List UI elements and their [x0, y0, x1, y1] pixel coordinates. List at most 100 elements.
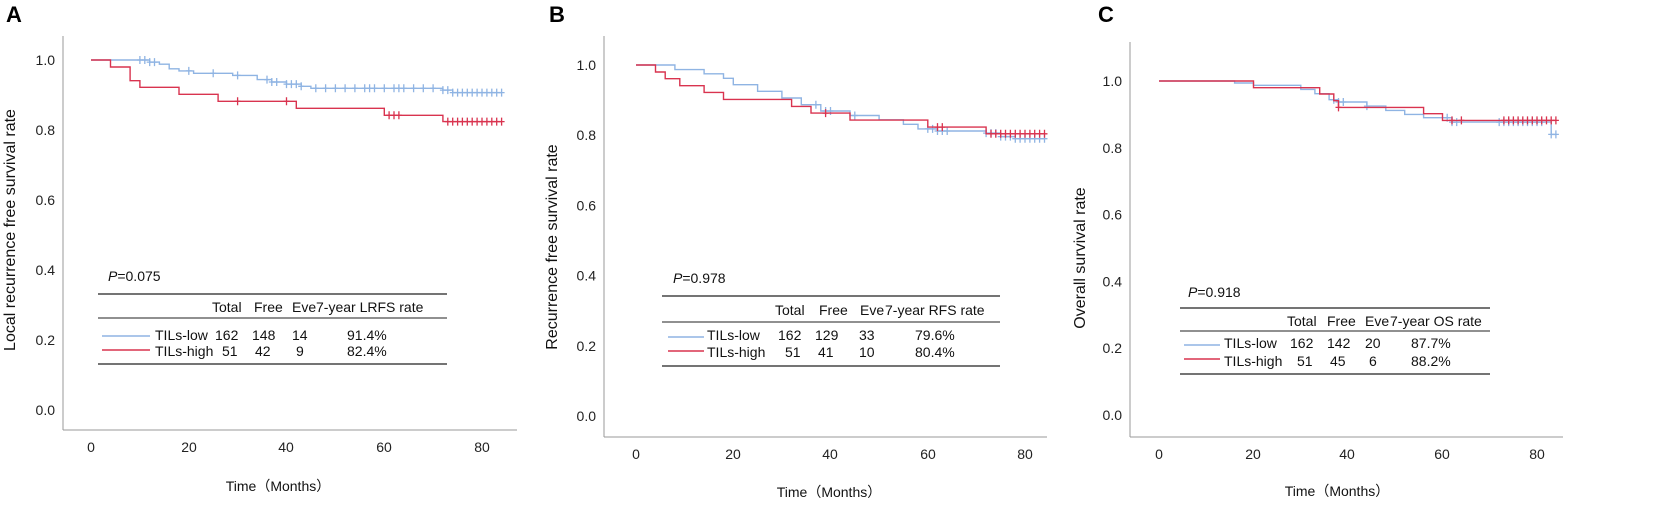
legend-header-rate-b: 7-year RFS rate [885, 302, 985, 318]
x-tick-label: 20 [1245, 446, 1261, 462]
censor-mark-tils-high [498, 117, 505, 126]
legend-free-high-c: 45 [1330, 353, 1346, 369]
legend-header-eve-b: Eve [860, 302, 884, 318]
legend-eve-high-c: 6 [1369, 353, 1377, 369]
censor-mark-tils-low [381, 84, 388, 93]
pvalue-symbol-b: P [673, 270, 683, 286]
censor-mark-tils-low [812, 100, 819, 109]
legend-label-high-b: TILs-high [707, 344, 765, 360]
censor-mark-tils-high [822, 109, 829, 118]
panel-label-c: C [1098, 2, 1114, 27]
panel-a: A 0.0 0.2 0.4 0.6 0.8 1.0 0 20 40 60 80 Local recu… [2, 2, 517, 494]
censor-mark-tils-low [210, 69, 217, 78]
legend-header-free-b: Free [819, 302, 848, 318]
y-tick-label: 0.0 [577, 408, 597, 424]
y-axis-label-b: Recurrence free survival rate [544, 144, 561, 350]
censor-mark-tils-low [298, 82, 305, 91]
legend-header-total-c: Total [1287, 313, 1317, 329]
y-tick-label: 0.2 [577, 338, 597, 354]
legend-rate-low-b: 79.6% [915, 327, 955, 343]
x-tick-label: 80 [1017, 446, 1033, 462]
x-tick-label: 0 [87, 439, 95, 455]
censor-mark-tils-low [332, 84, 339, 93]
censor-mark-tils-low [444, 86, 451, 95]
legend-label-high-a: TILs-high [155, 343, 213, 359]
censor-mark-tils-low [420, 84, 427, 93]
censor-mark-tils-low [1363, 102, 1370, 111]
censor-mark-tils-low [312, 84, 319, 93]
censor-mark-tils-low [342, 84, 349, 93]
x-tick-label: 60 [1434, 446, 1450, 462]
censor-mark-tils-low [273, 78, 280, 86]
y-tick-label: 0.0 [1103, 407, 1123, 423]
legend-header-eve-c: Eve [1365, 313, 1389, 329]
legend-eve-high-b: 10 [859, 344, 875, 360]
legend-header-total-a: Total [212, 299, 242, 315]
y-tick-label: 0.4 [36, 262, 56, 278]
panel-c: C 0.0 0.2 0.4 0.6 0.8 1.0 0 20 40 60 80 Overall su… [1072, 2, 1563, 499]
censor-mark-tils-low [929, 124, 936, 133]
censor-mark-tils-low [430, 84, 437, 93]
x-tick-label: 40 [822, 446, 838, 462]
y-tick-label: 0.4 [1103, 273, 1123, 289]
censor-mark-tils-low [371, 84, 378, 93]
y-tick-label: 1.0 [36, 52, 56, 68]
legend-header-total-b: Total [775, 302, 805, 318]
censor-mark-tils-low [185, 66, 192, 75]
y-tick-label: 0.6 [577, 197, 597, 213]
censor-mark-tils-low [1453, 118, 1460, 127]
y-tick-label: 1.0 [1103, 73, 1123, 89]
censor-mark-tils-low [322, 84, 329, 93]
y-axis-label-a: Local recurrence free survival rate [2, 109, 19, 351]
y-tick-label: 0.2 [36, 332, 56, 348]
legend-rate-high-a: 82.4% [347, 343, 387, 359]
axes-a: 0.0 0.2 0.4 0.6 0.8 1.0 0 20 40 60 80 [36, 36, 517, 455]
x-tick-label: 0 [632, 446, 640, 462]
panel-label-a: A [6, 2, 22, 27]
legend-header-rate-c: 7-year OS rate [1390, 313, 1482, 329]
x-tick-label: 40 [278, 439, 294, 455]
legend-rate-high-b: 80.4% [915, 344, 955, 360]
x-tick-label: 80 [1529, 446, 1545, 462]
legend-c: P=0.918 Total Free Eve 7-year OS rate TI… [1180, 284, 1490, 375]
panel-b: B 0.0 0.2 0.4 0.6 0.8 1.0 0 20 40 60 80 Recurrence… [544, 2, 1048, 500]
x-axis-label-c: Time（Months） [1285, 483, 1390, 499]
censor-mark-tils-high [1449, 116, 1455, 125]
legend-eve-high-a: 9 [296, 343, 304, 359]
y-tick-label: 0.8 [577, 127, 597, 143]
y-tick-label: 0.8 [36, 122, 56, 138]
curves-c [1159, 80, 1559, 139]
censor-mark-tils-low [944, 127, 951, 135]
survival-curve-tils-high [1159, 80, 1556, 122]
censor-mark-tils-low [1552, 130, 1559, 139]
curves-b [636, 64, 1048, 143]
censor-mark-tils-low [293, 80, 300, 89]
legend-label-high-c: TILs-high [1224, 353, 1282, 369]
censor-mark-tils-low [234, 71, 241, 80]
x-tick-label: 40 [1339, 446, 1355, 462]
y-tick-label: 0.8 [1103, 140, 1123, 156]
legend-total-high-a: 51 [222, 343, 238, 359]
legend-free-low-c: 142 [1327, 335, 1351, 351]
legend-free-high-a: 42 [255, 343, 271, 359]
y-tick-label: 0.4 [577, 268, 597, 284]
censor-mark-tils-low [827, 107, 834, 115]
censor-mark-tils-high [395, 111, 402, 120]
legend-header-free-a: Free [254, 299, 283, 315]
pvalue-symbol-a: P [108, 268, 118, 284]
pvalue-symbol-c: P [1188, 284, 1198, 300]
legend-header-free-c: Free [1327, 313, 1356, 329]
y-tick-label: 0.2 [1103, 340, 1123, 356]
survival-curve-tils-high [91, 59, 502, 123]
legend-label-low-c: TILs-low [1224, 335, 1278, 351]
legend-header-rate-a: 7-year LRFS rate [316, 299, 424, 315]
legend-total-high-b: 51 [785, 344, 801, 360]
legend-b: P=0.978 Total Free Eve 7-year RFS rate T… [662, 270, 1000, 367]
censor-mark-tils-high [939, 123, 946, 132]
y-axis-label-c: Overall survival rate [1072, 187, 1089, 328]
censor-mark-tils-low [1340, 98, 1347, 106]
panel-label-b: B [549, 2, 565, 27]
censor-mark-tils-low [264, 75, 270, 84]
x-tick-label: 20 [181, 439, 197, 455]
